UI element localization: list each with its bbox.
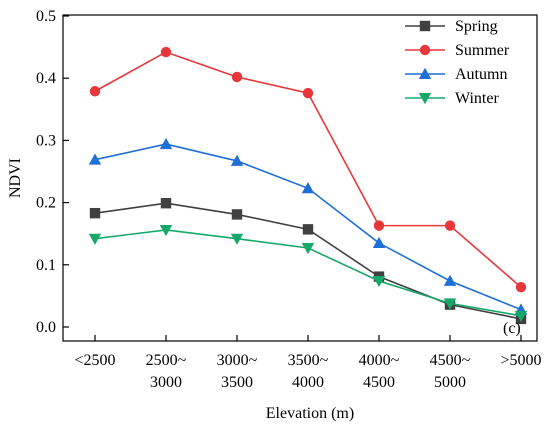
data-point-autumn: [230, 154, 244, 166]
y-tick-label: 0.1: [36, 257, 56, 274]
y-tick-label: 0.3: [36, 132, 56, 149]
x-tick-label: 4500~: [430, 352, 471, 369]
data-point-summer: [515, 281, 527, 293]
legend-item-spring: Spring: [405, 18, 498, 35]
data-point-autumn: [443, 274, 457, 286]
data-point-spring: [89, 207, 101, 219]
series-line-winter: [94, 229, 522, 317]
data-point-summer: [89, 86, 101, 97]
x-tick-label: 4000~: [359, 352, 400, 369]
y-tick-label: 0.4: [36, 70, 56, 87]
data-point-winter: [159, 225, 173, 237]
series-summer: [89, 46, 527, 293]
data-point-winter: [88, 233, 102, 245]
legend: Spring Summer Autumn Winter: [405, 18, 510, 107]
series-line-spring: [94, 202, 522, 320]
legend-marker-summer: [419, 44, 431, 56]
x-tick-label: 4000: [292, 374, 324, 391]
data-point-summer: [444, 220, 456, 231]
data-point-winter: [443, 298, 457, 310]
y-axis-label: NDVI: [7, 158, 24, 198]
data-point-spring: [160, 198, 172, 209]
axes-layer: 0.0 0.1 0.2 0.3 0.4 0.5 <2500 2500~ 3000 3000~ 350…: [36, 8, 542, 391]
y-tick-label: 0.0: [36, 319, 56, 336]
x-tick-label: >5000: [500, 352, 541, 369]
data-point-autumn: [372, 236, 386, 248]
data-point-autumn: [88, 153, 102, 165]
x-tick-label: <2500: [74, 352, 115, 369]
legend-marker-autumn: [418, 67, 432, 79]
data-point-winter: [372, 276, 386, 288]
data-point-spring: [231, 209, 243, 220]
data-point-winter: [230, 233, 244, 245]
legend-label-autumn: Autumn: [455, 66, 507, 83]
legend-item-summer: Summer: [405, 42, 510, 59]
legend-item-autumn: Autumn: [405, 66, 507, 83]
data-point-winter: [301, 243, 315, 255]
data-point-summer: [302, 87, 314, 99]
data-point-summer: [373, 220, 385, 231]
x-tick-label: 3500~: [288, 352, 329, 369]
panel-label: (c): [503, 320, 521, 337]
data-point-summer: [231, 71, 243, 83]
data-point-autumn: [159, 137, 173, 150]
data-point-summer: [160, 46, 172, 58]
data-point-spring: [302, 224, 314, 235]
plot-frame: [62, 14, 538, 342]
x-tick-label: 2500~: [146, 352, 187, 369]
legend-item-winter: Winter: [405, 90, 499, 107]
legend-marker-winter: [418, 93, 432, 105]
x-tick-label: 4500: [363, 374, 395, 391]
x-tick-label: 3500: [221, 374, 253, 391]
y-tick-label: 0.5: [36, 8, 56, 25]
x-tick-label: 3000: [150, 374, 182, 391]
legend-label-winter: Winter: [455, 90, 499, 107]
y-tick-label: 0.2: [36, 195, 56, 212]
series-winter: [88, 225, 528, 323]
data-point-autumn: [301, 182, 315, 194]
x-axis-label: Elevation (m): [266, 405, 354, 422]
data-point-winter: [514, 310, 528, 323]
series-layer: [88, 46, 528, 325]
legend-label-spring: Spring: [455, 18, 498, 35]
legend-marker-spring: [419, 20, 431, 32]
x-tick-label: 3000~: [217, 352, 258, 369]
legend-label-summer: Summer: [455, 42, 510, 59]
x-tick-label: 5000: [434, 374, 466, 391]
